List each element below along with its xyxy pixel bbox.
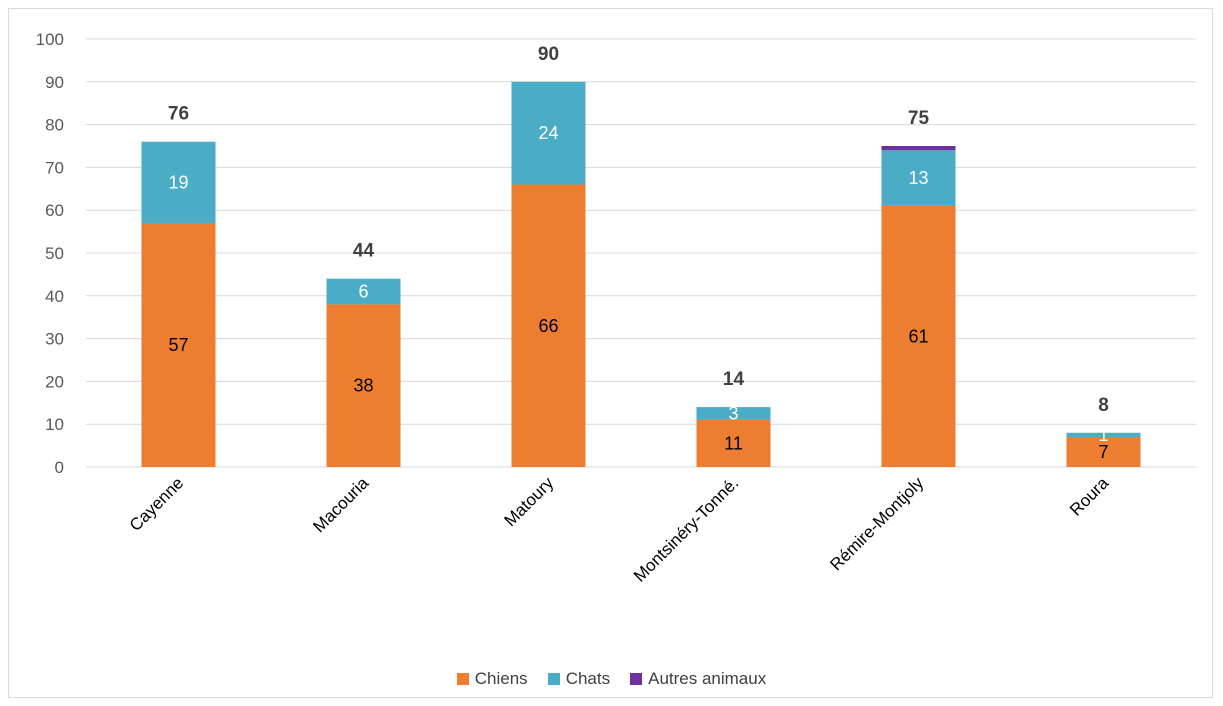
x-category-label: Macouria bbox=[309, 473, 372, 536]
legend-label: Chats bbox=[565, 669, 611, 688]
legend-swatch bbox=[630, 673, 643, 685]
bar-segment bbox=[141, 141, 216, 224]
total-label: 8 bbox=[1098, 395, 1109, 416]
legend-item: Chiens bbox=[456, 669, 528, 689]
bar-segment bbox=[326, 278, 401, 305]
y-tick-label: 0 bbox=[55, 458, 64, 477]
legend: Chiens Chats Autres animaux bbox=[0, 666, 1223, 692]
x-axis-category-labels: Cayenne Macouria Matoury Montsinéry-Tonné. R… bbox=[126, 473, 1113, 586]
bar-segment bbox=[1066, 432, 1141, 438]
bar-segment bbox=[881, 150, 956, 206]
bar-segment bbox=[881, 146, 956, 151]
bar-segment bbox=[696, 419, 771, 467]
data-label: 13 bbox=[908, 168, 928, 188]
y-axis-tick-labels: 0 10 20 30 40 50 60 70 80 90 100 bbox=[36, 30, 64, 477]
bar-segment bbox=[511, 81, 586, 185]
total-label: 14 bbox=[723, 369, 745, 390]
y-tick-label: 10 bbox=[45, 415, 64, 434]
y-tick-label: 60 bbox=[45, 201, 64, 220]
data-label: 61 bbox=[908, 326, 928, 346]
data-label: 38 bbox=[353, 376, 373, 396]
x-category-label: Roura bbox=[1066, 473, 1113, 520]
total-label: 76 bbox=[168, 104, 189, 125]
total-label: 90 bbox=[538, 44, 559, 65]
y-tick-label: 80 bbox=[45, 116, 64, 135]
y-tick-label: 100 bbox=[36, 30, 64, 49]
data-label: 7 bbox=[1098, 442, 1108, 462]
x-category-label: Montsinéry-Tonné. bbox=[630, 473, 742, 585]
legend-item: Autres animaux bbox=[630, 669, 766, 689]
total-label: 44 bbox=[353, 241, 375, 262]
y-tick-label: 90 bbox=[45, 73, 64, 92]
data-label: 6 bbox=[358, 282, 368, 302]
bar-segment bbox=[326, 304, 401, 467]
legend-swatch bbox=[547, 673, 560, 685]
x-category-label: Rémire-Montjoly bbox=[826, 473, 927, 574]
y-tick-label: 40 bbox=[45, 287, 64, 306]
y-tick-label: 70 bbox=[45, 158, 64, 177]
total-label: 75 bbox=[908, 108, 930, 129]
data-labels: 57 19 76 38 6 44 66 24 90 11 3 14 61 13 75 71 8 bbox=[168, 44, 1109, 462]
data-label: 24 bbox=[538, 123, 558, 143]
x-category-label: Cayenne bbox=[126, 473, 188, 535]
x-category-label: Matoury bbox=[500, 473, 557, 530]
bar-segment bbox=[511, 184, 586, 467]
legend-swatch bbox=[456, 673, 469, 685]
bar-segment bbox=[141, 223, 216, 467]
y-tick-label: 50 bbox=[45, 244, 64, 263]
legend-label: Chiens bbox=[474, 669, 528, 688]
data-label: 3 bbox=[728, 404, 738, 424]
data-label: 19 bbox=[168, 172, 188, 192]
bar-segment bbox=[696, 407, 771, 420]
legend-item: Chats bbox=[547, 669, 611, 689]
data-label: 1 bbox=[1098, 425, 1108, 445]
gridlines bbox=[86, 38, 1196, 468]
y-tick-label: 20 bbox=[45, 372, 64, 391]
data-label: 11 bbox=[724, 433, 743, 453]
bar-segment bbox=[1066, 437, 1141, 467]
bars bbox=[141, 81, 1141, 468]
y-tick-label: 30 bbox=[45, 330, 64, 349]
data-label: 66 bbox=[538, 316, 558, 336]
data-label: 57 bbox=[168, 335, 188, 355]
bar-segment bbox=[881, 205, 956, 468]
legend-label: Autres animaux bbox=[648, 669, 767, 688]
